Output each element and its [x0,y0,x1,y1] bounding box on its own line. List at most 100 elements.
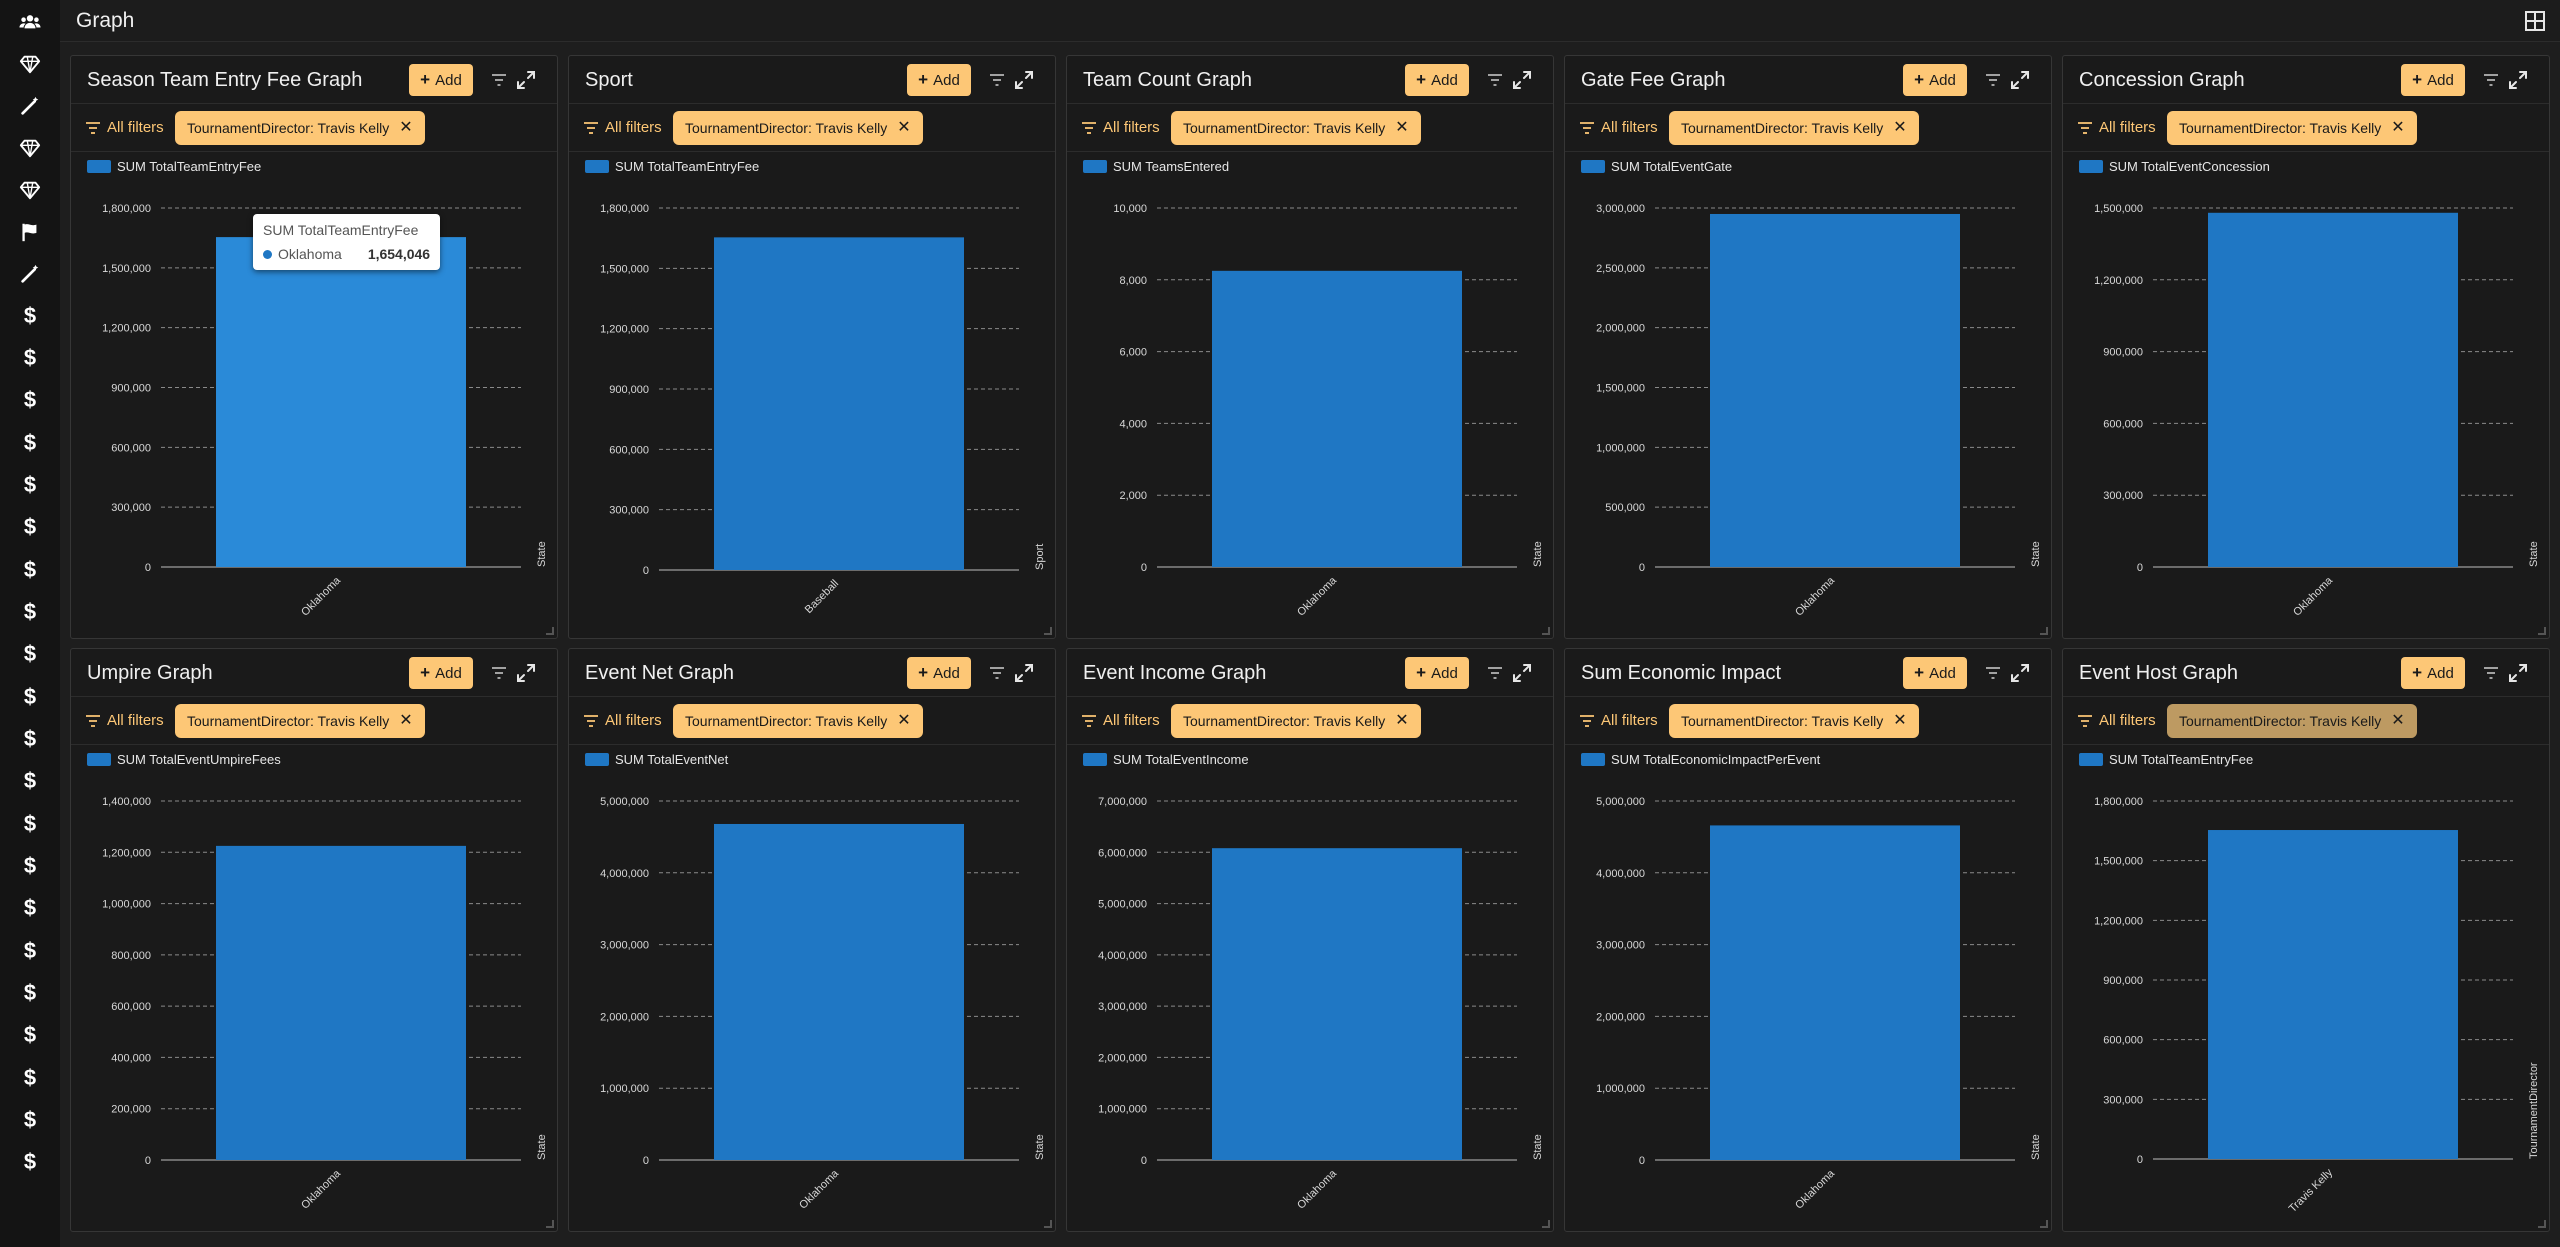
dollar-icon[interactable]: $ [23,1107,37,1132]
legend[interactable]: SUM TotalEventIncome [1083,752,1249,767]
legend[interactable]: SUM TotalEconomicImpactPerEvent [1581,752,1821,767]
all-filters-button[interactable]: All filters [583,119,662,136]
filter-chip[interactable]: TournamentDirector: Travis Kelly ✕ [2167,704,2417,738]
expand-icon[interactable] [515,662,537,684]
close-icon[interactable]: ✕ [2391,119,2405,136]
close-icon[interactable]: ✕ [897,712,911,729]
close-icon[interactable]: ✕ [399,119,413,136]
users-icon[interactable] [14,6,46,38]
add-button[interactable]: + Add [2401,657,2465,689]
close-icon[interactable]: ✕ [1893,712,1907,729]
resize-handle[interactable] [2040,1220,2048,1228]
filter-chip[interactable]: TournamentDirector: Travis Kelly ✕ [1669,111,1919,145]
close-icon[interactable]: ✕ [897,119,911,136]
resize-handle[interactable] [1044,1220,1052,1228]
close-icon[interactable]: ✕ [399,712,413,729]
expand-icon[interactable] [1013,69,1035,91]
bar[interactable] [216,845,466,1160]
resize-handle[interactable] [546,1220,554,1228]
filter-chip[interactable]: TournamentDirector: Travis Kelly ✕ [1171,111,1421,145]
legend[interactable]: SUM TotalEventUmpireFees [87,752,281,767]
close-icon[interactable]: ✕ [1395,119,1409,136]
dollar-icon[interactable]: $ [23,641,37,666]
filter-icon[interactable] [489,663,509,683]
dollar-icon[interactable]: $ [23,472,37,497]
filter-icon[interactable] [987,70,1007,90]
dollar-icon[interactable]: $ [23,768,37,793]
bar[interactable] [1710,825,1960,1160]
expand-icon[interactable] [1013,662,1035,684]
dollar-icon[interactable]: $ [23,345,37,370]
gem-icon[interactable] [14,132,46,164]
add-button[interactable]: + Add [409,657,473,689]
add-button[interactable]: + Add [1903,657,1967,689]
bar[interactable] [216,237,466,567]
expand-icon[interactable] [2009,69,2031,91]
legend[interactable]: SUM TotalEventGate [1581,159,1732,174]
dollar-icon[interactable]: $ [23,514,37,539]
dollar-icon[interactable]: $ [23,853,37,878]
resize-handle[interactable] [2538,627,2546,635]
dollar-icon[interactable]: $ [23,1149,37,1174]
wand-icon[interactable] [14,90,46,122]
gem-icon[interactable] [14,174,46,206]
filter-icon[interactable] [987,663,1007,683]
filter-icon[interactable] [1485,70,1505,90]
legend[interactable]: SUM TotalTeamEntryFee [87,159,261,174]
expand-icon[interactable] [1511,662,1533,684]
legend[interactable]: SUM TeamsEntered [1083,159,1229,174]
dollar-icon[interactable]: $ [23,980,37,1005]
resize-handle[interactable] [1542,627,1550,635]
filter-chip[interactable]: TournamentDirector: Travis Kelly ✕ [1669,704,1919,738]
filter-icon[interactable] [1485,663,1505,683]
legend[interactable]: SUM TotalTeamEntryFee [2079,752,2253,767]
legend[interactable]: SUM TotalEventNet [585,752,729,767]
close-icon[interactable]: ✕ [1893,119,1907,136]
filter-chip[interactable]: TournamentDirector: Travis Kelly ✕ [175,704,425,738]
add-button[interactable]: + Add [409,64,473,96]
add-button[interactable]: + Add [907,657,971,689]
flag-icon[interactable] [14,216,46,248]
gem-icon[interactable] [14,48,46,80]
bar[interactable] [2208,212,2458,567]
dollar-icon[interactable]: $ [23,1022,37,1047]
all-filters-button[interactable]: All filters [85,119,164,136]
legend[interactable]: SUM TotalTeamEntryFee [585,159,759,174]
dollar-icon[interactable]: $ [23,684,37,709]
add-button[interactable]: + Add [1405,657,1469,689]
filter-icon[interactable] [2481,70,2501,90]
filter-icon[interactable] [1983,70,2003,90]
dollar-icon[interactable]: $ [23,430,37,455]
all-filters-button[interactable]: All filters [1579,712,1658,729]
dollar-icon[interactable]: $ [23,726,37,751]
dollar-icon[interactable]: $ [23,938,37,963]
all-filters-button[interactable]: All filters [2077,119,2156,136]
legend[interactable]: SUM TotalEventConcession [2079,159,2270,174]
resize-handle[interactable] [1044,627,1052,635]
wand-icon[interactable] [14,258,46,290]
filter-chip[interactable]: TournamentDirector: Travis Kelly ✕ [2167,111,2417,145]
dollar-icon[interactable]: $ [23,895,37,920]
filter-icon[interactable] [1983,663,2003,683]
bar[interactable] [1212,270,1462,567]
add-button[interactable]: + Add [1903,64,1967,96]
expand-icon[interactable] [2507,69,2529,91]
resize-handle[interactable] [546,627,554,635]
resize-handle[interactable] [2538,1220,2546,1228]
add-button[interactable]: + Add [1405,64,1469,96]
filter-icon[interactable] [489,70,509,90]
bar[interactable] [714,823,964,1160]
filter-chip[interactable]: TournamentDirector: Travis Kelly ✕ [175,111,425,145]
expand-icon[interactable] [1511,69,1533,91]
bar[interactable] [1212,848,1462,1160]
filter-chip[interactable]: TournamentDirector: Travis Kelly ✕ [673,111,923,145]
all-filters-button[interactable]: All filters [1081,119,1160,136]
expand-icon[interactable] [2009,662,2031,684]
add-button[interactable]: + Add [907,64,971,96]
dollar-icon[interactable]: $ [23,387,37,412]
resize-handle[interactable] [1542,1220,1550,1228]
dollar-icon[interactable]: $ [23,599,37,624]
layout-grid-icon[interactable] [2524,10,2546,32]
bar[interactable] [2208,830,2458,1159]
dollar-icon[interactable]: $ [23,1065,37,1090]
